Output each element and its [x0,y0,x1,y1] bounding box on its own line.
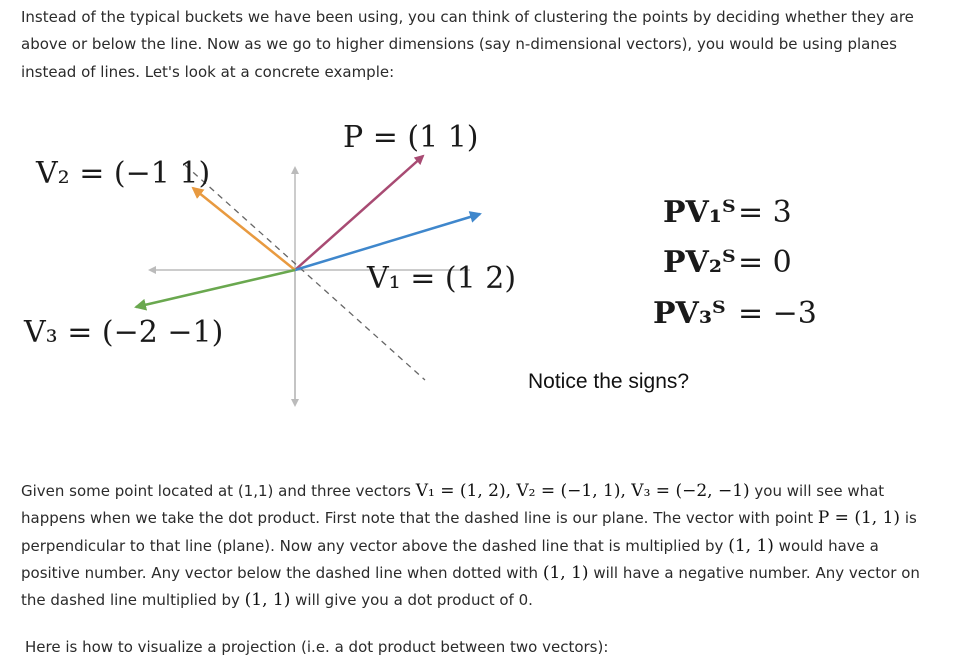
vector-v1-label: V₁ = (1 2) [366,261,516,296]
text-run: will give you a dot product of 0. [290,591,533,610]
vector-v1-arrow [294,211,482,272]
dot-product-lhs: PV₁ᵀ [663,195,736,230]
dot-product-lhs: PV₃ᵀ [653,296,726,331]
math-tuple: (1, 1) [244,590,291,611]
dot-product-value: = 0 [738,245,792,280]
vector-diagram: P = (1 1) V₁ = (1 2) V₂ = (−1 1) V₃ = (−… [23,120,817,407]
text-run: would have a positive number. Any vector… [21,536,879,582]
dot-product-value: = 3 [738,195,792,230]
vector-p-arrow [294,154,425,271]
vector-v2-arrow [191,186,296,271]
vector-v3-label: V₃ = (−2 −1) [23,315,223,350]
text-run: you will see what happens when we take t… [21,482,885,528]
text-run: Given some point located at (1,1) and th… [21,482,416,500]
math-vectors: V₁ = (1, 2), V₂ = (−1, 1), V₃ = (−2, −1) [415,481,750,501]
text-run: is perpendicular to that line (plane). N… [21,509,917,555]
vector-p-label: P = (1 1) [343,120,479,155]
vector-v3-arrow [134,268,296,311]
dot-product-list: PV₁ᵀ = 3 PV₂ᵀ = 0 PV₃ᵀ = −3 [653,195,817,331]
text-run: will have a negative number. Any vector … [21,563,920,610]
notice-caption: Notice the signs? [528,370,690,393]
vector-v2-label: V₂ = (−1 1) [35,156,210,191]
math-point-p: P = (1, 1) [817,508,901,529]
outro-paragraph: Here is how to visualize a projection (i… [25,638,609,656]
math-tuple: (1, 1) [728,535,774,556]
plane-dashed-line [184,164,426,381]
intro-paragraph: Instead of the typical buckets we have b… [21,8,914,81]
math-tuple: (1, 1) [542,562,589,583]
explanation-paragraph: Given some point located at (1,1) and th… [21,478,941,614]
dot-product-lhs: PV₂ᵀ [663,245,736,280]
dot-product-value: = −3 [738,296,817,331]
